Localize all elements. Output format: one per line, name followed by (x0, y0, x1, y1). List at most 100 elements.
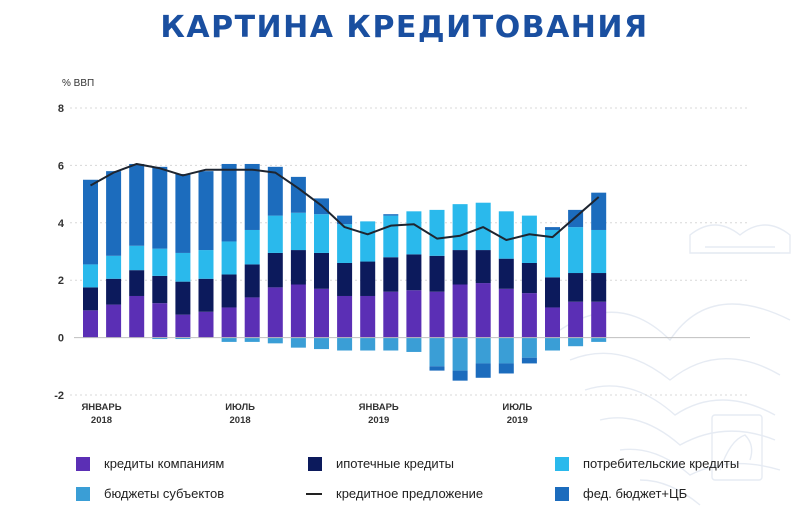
bar-segment-4 (475, 363, 491, 378)
x-tick-year: 2019 (507, 415, 528, 426)
bar-segment-3 (360, 337, 376, 351)
bar-segment-1 (521, 262, 537, 294)
bar-segment-0 (475, 283, 491, 338)
bar-segment-2 (406, 211, 422, 255)
bar-segment-1 (383, 257, 399, 292)
bar-segment-4 (383, 214, 399, 216)
bar-segment-2 (244, 229, 260, 265)
bar-segment-4 (83, 179, 98, 265)
bar-segment-3 (568, 337, 584, 347)
bar-segment-1 (152, 275, 168, 304)
bar-segment-1 (198, 278, 214, 312)
bar-segment-4 (244, 163, 260, 230)
bar-segment-1 (406, 254, 422, 291)
bar-segment-1 (244, 264, 260, 298)
bar-segment-2 (221, 241, 237, 275)
bar-segment-4 (129, 163, 145, 246)
bar-segment-4 (452, 370, 468, 381)
bar-segment-3 (498, 337, 514, 364)
bar-segment-2 (360, 221, 376, 262)
bar-segment-0 (337, 295, 353, 338)
x-tick-year: 2018 (91, 415, 112, 426)
bar-segment-1 (175, 281, 191, 315)
bar-segment-0 (314, 288, 329, 338)
bar-segment-0 (267, 287, 283, 338)
bar-segment-4 (175, 174, 191, 253)
bar-segment-4 (198, 171, 214, 251)
bar-segment-0 (290, 284, 306, 338)
bar-segment-1 (314, 252, 329, 289)
y-tick-label: 4 (58, 218, 65, 230)
bar-segment-3 (452, 337, 468, 371)
bar-segment-0 (360, 295, 376, 338)
credit-supply-line (90, 162, 600, 242)
bar-segment-2 (452, 204, 468, 251)
bar-segment-4 (337, 215, 353, 225)
bar-segment-2 (198, 250, 214, 279)
bar-segment-1 (452, 250, 468, 285)
bar-segment-2 (383, 215, 399, 258)
bar-segment-4 (106, 171, 122, 256)
bar-segment-3 (591, 337, 607, 342)
bar-segment-1 (360, 261, 376, 296)
bar-segment-3 (406, 337, 422, 352)
bar-segment-3 (152, 337, 168, 340)
bar-segment-1 (498, 258, 514, 289)
bar-segment-0 (545, 307, 560, 338)
bar-segment-2 (106, 255, 122, 279)
y-tick-label: 2 (58, 275, 64, 287)
x-tick-year: 2019 (368, 415, 389, 426)
bar-segment-3 (475, 337, 491, 364)
x-tick-month: ИЮЛЬ (225, 402, 255, 413)
bar-segment-4 (152, 166, 168, 249)
bar-segment-3 (267, 337, 283, 344)
bar-segment-0 (406, 290, 422, 338)
bar-segment-1 (429, 255, 445, 292)
bar-segment-4 (591, 192, 607, 230)
bar-segment-3 (429, 337, 445, 367)
x-tick-month: ЯНВАРЬ (81, 402, 121, 413)
bar-segment-1 (129, 270, 145, 296)
bar-segment-0 (591, 301, 607, 338)
bar-segment-1 (337, 262, 353, 296)
bar-segment-0 (452, 284, 468, 338)
bar-segment-2 (267, 215, 283, 253)
bar-segment-2 (545, 229, 560, 278)
x-tick-year: 2018 (230, 415, 251, 426)
bar-segment-1 (106, 278, 122, 305)
bar-segment-0 (175, 314, 191, 338)
bar-segment-4 (429, 366, 445, 371)
bar-segment-3 (175, 337, 191, 340)
chart-title: КАРТИНА КРЕДИТОВАНИЯ (160, 10, 649, 45)
y-tick-label: -2 (54, 390, 64, 402)
bar-segment-2 (521, 215, 537, 263)
bar-segment-3 (221, 337, 237, 342)
bar-segment-0 (498, 288, 514, 338)
bar-segment-2 (498, 211, 514, 259)
x-tick-month: ЯНВАРЬ (359, 402, 399, 413)
bar-segment-1 (267, 252, 283, 288)
bar-segment-4 (498, 363, 514, 374)
bar-segment-4 (290, 176, 306, 213)
bar-segment-1 (568, 273, 584, 302)
bar-segment-1 (591, 273, 607, 302)
bar-segment-2 (591, 229, 607, 274)
bar-segment-1 (475, 250, 491, 284)
bar-segment-0 (129, 295, 145, 338)
bar-segment-0 (152, 303, 168, 338)
bar-segment-1 (83, 287, 98, 311)
bar-segment-4 (545, 227, 560, 230)
bar-segment-1 (545, 277, 560, 308)
bar-segment-0 (198, 311, 214, 338)
bar-segment-2 (568, 227, 584, 274)
bar-segment-2 (290, 212, 306, 251)
bar-segment-4 (521, 357, 537, 364)
y-axis-label: % ВВП (62, 78, 94, 89)
bar-segment-3 (337, 337, 353, 351)
bar-segment-0 (429, 291, 445, 338)
bar-segment-3 (244, 337, 260, 342)
bar-segment-3 (545, 337, 560, 351)
bar-segment-0 (244, 297, 260, 338)
bar-segment-2 (83, 264, 98, 288)
